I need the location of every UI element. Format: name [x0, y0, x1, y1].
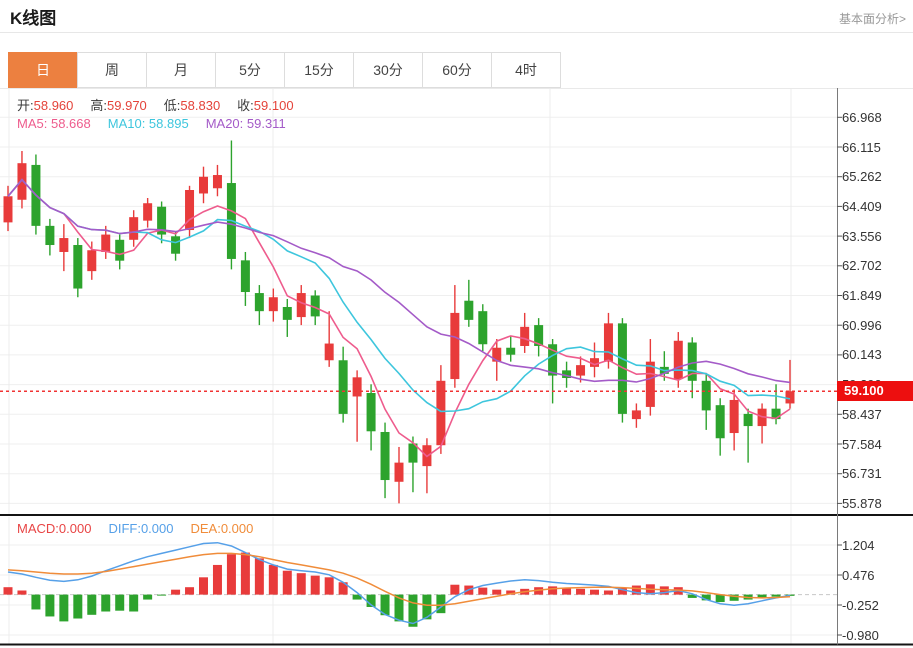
macd-axis-label: 1.204 — [842, 537, 875, 553]
tab-4时[interactable]: 4时 — [491, 52, 561, 88]
legend-item: DIFF:0.000 — [108, 521, 174, 536]
legend-item: MA20: 59.311 — [205, 116, 286, 131]
price-axis-label: 62.702 — [842, 258, 882, 274]
price-axis-label: 66.115 — [842, 139, 881, 155]
price-axis-label: 57.584 — [842, 436, 882, 452]
header-divider — [0, 32, 913, 33]
price-axis-label: 58.437 — [842, 406, 882, 422]
macd-axis-label: -0.980 — [842, 627, 879, 643]
page-title: K线图 — [10, 9, 57, 28]
tab-15分[interactable]: 15分 — [284, 52, 354, 88]
tab-60分[interactable]: 60分 — [422, 52, 492, 88]
ma-legend: MA5: 58.668 MA10: 58.895 MA20: 59.311 — [17, 116, 286, 131]
macd-axis-label: -0.252 — [842, 597, 879, 613]
legend-item: 开:58.960 — [17, 98, 74, 113]
ohlc-legend: 开:58.960 高:59.970 低:58.830 收:59.100 — [17, 95, 294, 114]
macd-legend: MACD:0.000 DIFF:0.000 DEA:0.000 — [17, 521, 253, 536]
legend-item: MA10: 58.895 — [107, 116, 189, 131]
legend-item: MACD:0.000 — [17, 521, 92, 536]
tab-周[interactable]: 周 — [77, 52, 147, 88]
legend-item: 收:59.100 — [237, 98, 294, 113]
legend-item: MA5: 58.668 — [17, 116, 91, 131]
price-axis-label: 65.262 — [842, 169, 882, 185]
timeframe-tab-bar: 日周月 5分 15分 30分 60分 4时 — [8, 52, 561, 88]
legend-item: 低:58.830 — [163, 98, 221, 113]
macd-axis-label: 0.476 — [842, 567, 875, 583]
price-axis-label: 63.556 — [842, 228, 882, 244]
price-axis-label: 66.968 — [842, 109, 882, 125]
price-axis-label: 60.996 — [842, 317, 882, 333]
price-axis-label: 64.409 — [842, 198, 882, 214]
fundamental-analysis-link[interactable]: 基本面分析> — [838, 12, 906, 26]
price-axis-label: 55.878 — [842, 495, 882, 511]
tab-月[interactable]: 月 — [146, 52, 216, 88]
tab-5分[interactable]: 5分 — [215, 52, 285, 88]
tab-日[interactable]: 日 — [8, 52, 78, 88]
tab-30分[interactable]: 30分 — [353, 52, 423, 88]
legend-item: 高:59.970 — [90, 98, 147, 113]
legend-item: DEA:0.000 — [190, 521, 254, 536]
price-axis-label: 60.143 — [842, 347, 882, 363]
current-price-badge: 59.100 — [837, 381, 913, 401]
price-axis-label: 61.849 — [842, 288, 882, 303]
price-axis-label: 56.731 — [842, 466, 882, 482]
